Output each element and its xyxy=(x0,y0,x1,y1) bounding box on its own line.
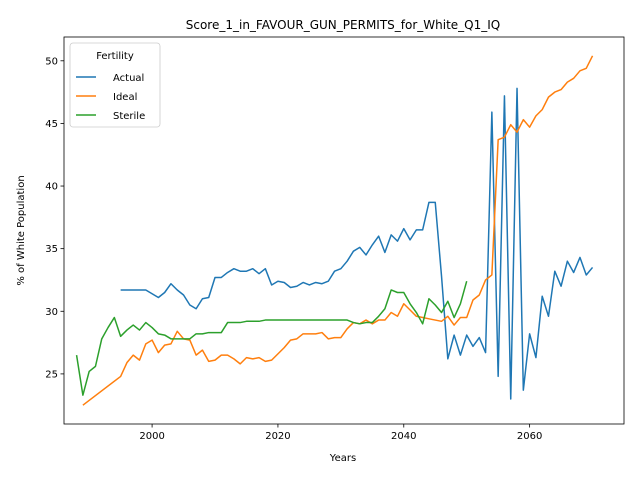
y-axis-title: % of White Population xyxy=(16,175,27,285)
y-tick-label: 50 xyxy=(45,56,58,67)
x-tick-label: 2020 xyxy=(265,431,290,442)
y-tick-label: 25 xyxy=(45,369,58,380)
series-line-actual xyxy=(120,87,594,400)
x-axis: 2000 2020 2040 2060 xyxy=(139,424,542,442)
y-tick-label: 40 xyxy=(45,182,58,193)
legend-label-actual: Actual xyxy=(113,73,144,84)
y-axis: 25 30 35 40 45 50 xyxy=(45,56,64,380)
y-tick-label: 45 xyxy=(45,119,58,130)
y-tick-label: 35 xyxy=(45,244,58,255)
x-tick-label: 2040 xyxy=(391,431,416,442)
legend-box xyxy=(69,42,161,128)
x-tick-label: 2000 xyxy=(139,431,164,442)
legend-title: Fertility xyxy=(96,51,134,62)
x-axis-title: Years xyxy=(329,453,356,464)
plot-frame xyxy=(63,36,625,425)
legend: Fertility Actual Ideal Sterile xyxy=(69,42,161,128)
legend-label-ideal: Ideal xyxy=(113,92,137,103)
x-tick-label: 2060 xyxy=(517,431,542,442)
y-tick-label: 30 xyxy=(45,307,58,318)
plot-area xyxy=(75,55,594,406)
series-line-sterile xyxy=(75,281,468,396)
chart-title: Score_1_in_FAVOUR_GUN_PERMITS_for_White_… xyxy=(186,18,501,32)
legend-label-sterile: Sterile xyxy=(113,111,145,122)
